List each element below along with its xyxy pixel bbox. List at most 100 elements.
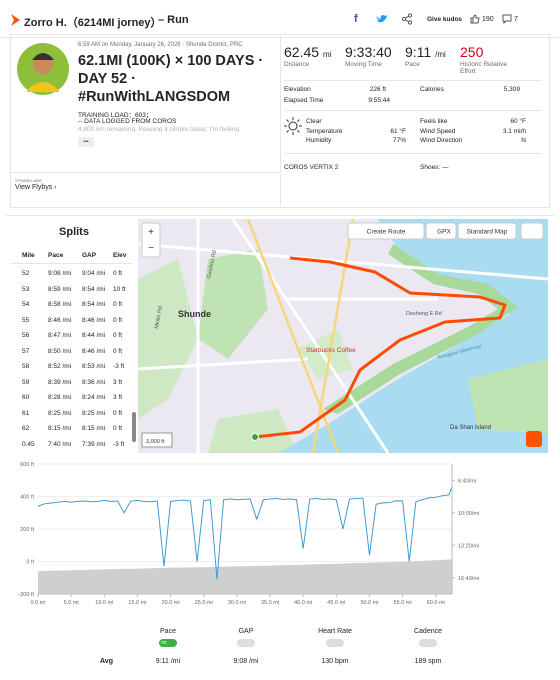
map-button[interactable]: Standard Map <box>467 229 508 236</box>
split-cell: 61 <box>22 409 30 417</box>
divider <box>284 110 542 111</box>
split-cell: 7:39 /mi <box>82 440 106 448</box>
y-tick-label: 0 ft <box>26 560 34 566</box>
weather-label: Wind Speed <box>420 128 456 135</box>
stat-unit: mi <box>322 50 332 59</box>
split-cell: 7:40 /mi <box>48 440 72 448</box>
split-cell: 8:54 /mi <box>82 285 106 293</box>
activity-date: 6:59 AM on Monday, January 26, 2026 · Sh… <box>78 42 243 48</box>
flybys-link[interactable]: View Flybys › <box>15 184 57 191</box>
y2-tick-label: 16:40/mi <box>458 576 479 582</box>
map-label: Starbucks Coffee <box>306 347 356 354</box>
split-cell: 8:36 /mi <box>82 378 106 386</box>
toggle-switch[interactable] <box>326 639 344 647</box>
elevation-area <box>38 559 452 594</box>
splits-table: Mile Pace GAP Elev 52 9:08 /mi 9:04 /mi 0 ft 53 8… <box>10 246 138 453</box>
stat-value: 9:55:44 <box>368 97 390 104</box>
split-cell: 0 ft <box>113 425 123 432</box>
more-button[interactable]: ••• <box>78 137 94 147</box>
avatar[interactable] <box>16 42 70 96</box>
map[interactable]: Shunde Starbucks Coffee Desheng E Rd Da Sha… <box>138 219 548 453</box>
split-cell: 9:04 /mi <box>82 270 106 277</box>
toggle-state: on <box>161 640 167 646</box>
athlete-name[interactable]: Zorro H.（6214MI jorney） <box>24 17 162 29</box>
stat-label: Moving Time <box>345 61 382 68</box>
y-tick-label: 200 ft <box>20 527 34 533</box>
weather-label: Wind Direction <box>420 137 463 144</box>
split-cell: 53 <box>22 285 30 293</box>
scrollbar[interactable] <box>132 412 136 442</box>
split-cell: 0.45 <box>22 440 35 448</box>
toggle-label: Pace <box>160 628 176 635</box>
kudos-count[interactable]: 190 <box>482 16 494 23</box>
x-tick-label: 60.0 mi <box>427 600 445 606</box>
map-scale: 3,000 ft <box>146 439 165 445</box>
y-tick-label: 600 ft <box>20 462 34 468</box>
map-button[interactable]: GPX <box>437 229 451 236</box>
y2-tick-label: 13:20/mi <box>458 543 479 549</box>
x-tick-label: 20.0 mi <box>162 600 180 606</box>
weather-label: Feels like <box>420 118 448 125</box>
split-cell: 8:39 /mi <box>48 378 72 386</box>
split-cell: 8:28 /mi <box>48 394 72 401</box>
stat-value: 5,309 <box>503 86 520 93</box>
stat-value: 9:11 /mi <box>405 44 446 60</box>
split-cell: 0 ft <box>113 301 123 308</box>
x-tick-label: 45.0 mi <box>327 600 345 606</box>
stat-value: 9:33:40 <box>345 44 392 60</box>
toggle-switch[interactable] <box>237 639 255 647</box>
pace-line <box>37 486 453 580</box>
split-cell: 9:08 /mi <box>48 270 72 277</box>
twitter-icon[interactable] <box>376 14 388 24</box>
share-icon[interactable] <box>401 13 413 25</box>
split-cell: 10 ft <box>113 285 126 293</box>
kudos-button[interactable]: Give kudos <box>427 16 463 23</box>
split-cell: 57 <box>22 347 30 355</box>
split-cell: 8:15 /mi <box>82 425 106 432</box>
split-cell: 60 <box>22 394 30 401</box>
divider <box>11 172 280 173</box>
splits-header: Elev <box>113 252 127 259</box>
stat-label: Pace <box>405 61 420 68</box>
section <box>6 215 554 456</box>
zoom-button[interactable]: − <box>148 243 154 254</box>
weather-value: 3.1 mi/h <box>502 128 526 135</box>
stat-label: Elapsed Time <box>284 97 324 104</box>
y2-tick-label: 10:00/mi <box>458 511 479 517</box>
split-cell: 8:24 /mi <box>82 394 106 401</box>
divider <box>10 263 132 264</box>
map-label: Desheng E Rd <box>406 311 442 317</box>
toggle-avg: 130 bpm <box>321 658 349 665</box>
split-cell: 52 <box>22 270 30 277</box>
device: COROS VERTIX 2 <box>284 164 339 171</box>
stat-number: 9:11 <box>405 44 432 60</box>
x-tick-label: 15.0 mi <box>128 600 146 606</box>
stat-value: 226 ft <box>369 86 386 93</box>
y2-tick-label: 6:40/mi <box>458 478 476 484</box>
split-cell: 8:44 /mi <box>82 332 106 339</box>
stat-label: Historic Relative Effort <box>460 61 507 75</box>
facebook-icon[interactable]: f <box>354 13 358 25</box>
split-cell: 55 <box>22 316 30 324</box>
description-line: -- DATA LOGGED FROM COROS <box>78 118 177 125</box>
shoes: Shoes: — <box>420 164 449 171</box>
split-cell: 3 ft <box>113 378 123 386</box>
weather-value: 77% <box>392 137 406 144</box>
divider <box>284 80 542 81</box>
x-tick-label: 35.0 mi <box>261 600 279 606</box>
map-button[interactable]: Create Route <box>367 229 406 236</box>
stat-label: Elevation <box>284 86 311 93</box>
stat-value: 250 <box>460 44 484 60</box>
split-cell: 8:46 /mi <box>82 316 106 324</box>
x-tick-label: 50.0 mi <box>360 600 378 606</box>
chart: 600 ft 400 ft 200 ft 0 ft -200 ft 0.0 mi 5.0 m… <box>18 462 479 606</box>
split-cell: 8:25 /mi <box>48 409 72 417</box>
activity-title: 62.1MI (100K) × 100 DAYS · DAY 52 · #Run… <box>78 53 264 105</box>
description-line: TRAINING LOAD：603； <box>78 112 153 119</box>
stat-value: 62.45 mi <box>284 44 331 60</box>
zoom-button[interactable]: + <box>148 227 154 238</box>
toggle-switch[interactable]: on <box>159 639 177 647</box>
toggle-switch[interactable] <box>419 639 437 647</box>
split-cell: 0 ft <box>113 270 123 277</box>
comment-count[interactable]: 7 <box>514 16 518 23</box>
